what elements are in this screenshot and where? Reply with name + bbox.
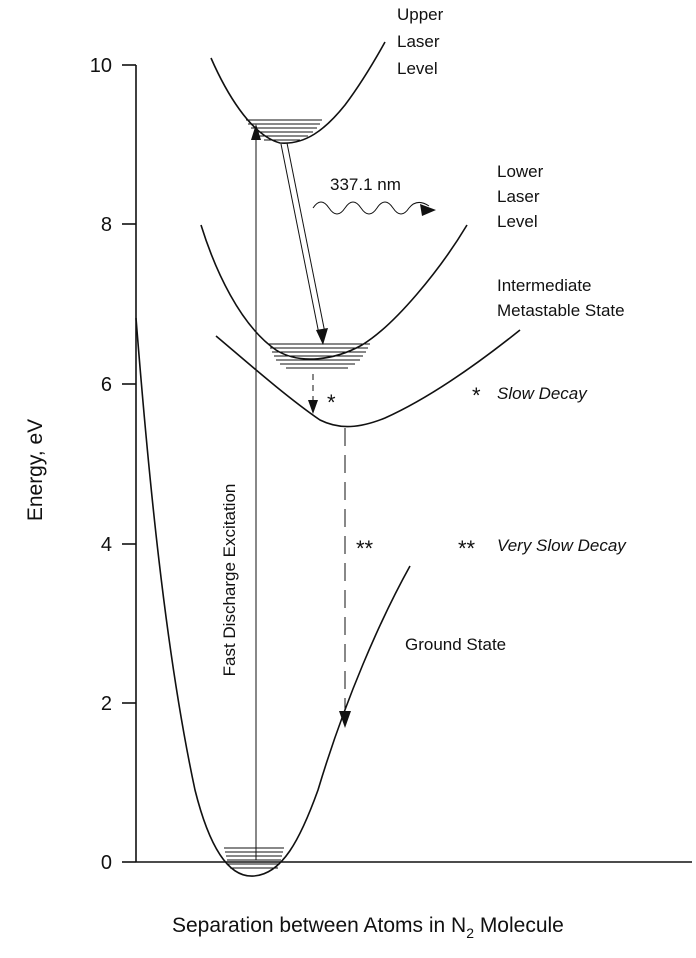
photon-wave (312, 201, 430, 215)
laser-transition-line-a (280, 143, 320, 335)
ground-state-label: Ground State (405, 635, 506, 654)
y-tick-label-4: 4 (101, 534, 112, 556)
legend-very-slow-star: ** (458, 536, 476, 561)
ground-state-curve (135, 317, 411, 877)
x-axis-title-main: Separation between Atoms in N (172, 914, 466, 937)
very-slow-decay-arrowhead (339, 711, 351, 728)
legend-slow-star: * (472, 383, 481, 408)
laser-transition-arrowhead (316, 328, 328, 345)
intermediate-label-line-2: Metastable State (497, 301, 625, 320)
slow-decay-marker: * (327, 390, 336, 415)
intermediate-state-label: Intermediate Metastable State (497, 276, 625, 320)
y-tick-label-2: 2 (101, 693, 112, 715)
x-axis-title: Separation between Atoms in N2 Molecule (172, 914, 564, 941)
excitation-label: Fast Discharge Excitation (220, 484, 239, 677)
legend-slow-text: Slow Decay (497, 384, 588, 403)
excitation-arrowhead (251, 124, 261, 140)
y-tick-label-6: 6 (101, 374, 112, 396)
legend-very-slow-text: Very Slow Decay (497, 536, 627, 555)
y-tick-label-8: 8 (101, 214, 112, 236)
intermediate-label-line-1: Intermediate (497, 276, 592, 295)
upper-label-line-2: Laser (397, 32, 440, 51)
y-tick-label-0: 0 (101, 852, 112, 874)
lower-label-line-3: Level (497, 212, 538, 231)
photon-arrowhead (420, 204, 436, 216)
y-tick-label-10: 10 (90, 55, 112, 77)
upper-laser-curve (210, 41, 386, 144)
lower-laser-vibrational-levels (268, 343, 370, 369)
lower-label-line-1: Lower (497, 162, 544, 181)
upper-label-line-3: Level (397, 59, 438, 78)
legend: * Slow Decay ** Very Slow Decay (458, 383, 627, 561)
upper-laser-vibrational-levels (246, 119, 322, 141)
lower-laser-curve (200, 224, 468, 360)
intermediate-state-curve (215, 329, 521, 428)
wavelength-label: 337.1 nm (330, 175, 401, 194)
slow-decay-arrowhead (308, 400, 318, 414)
upper-laser-level-label: Upper Laser Level (397, 5, 444, 78)
y-axis-title: Energy, eV (24, 419, 47, 521)
lower-laser-level-label: Lower Laser Level (497, 162, 544, 231)
very-slow-decay-marker: ** (356, 536, 374, 561)
ground-vibrational-levels (224, 847, 284, 869)
laser-transition-line-b (286, 142, 326, 334)
x-axis-title-tail: Molecule (474, 914, 564, 937)
lower-label-line-2: Laser (497, 187, 540, 206)
upper-label-line-1: Upper (397, 5, 444, 24)
x-axis-title-subscript: 2 (466, 925, 474, 941)
